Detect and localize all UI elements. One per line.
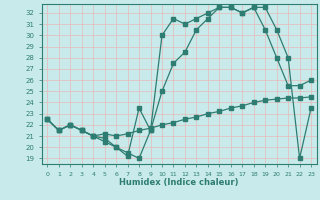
X-axis label: Humidex (Indice chaleur): Humidex (Indice chaleur) <box>119 178 239 187</box>
